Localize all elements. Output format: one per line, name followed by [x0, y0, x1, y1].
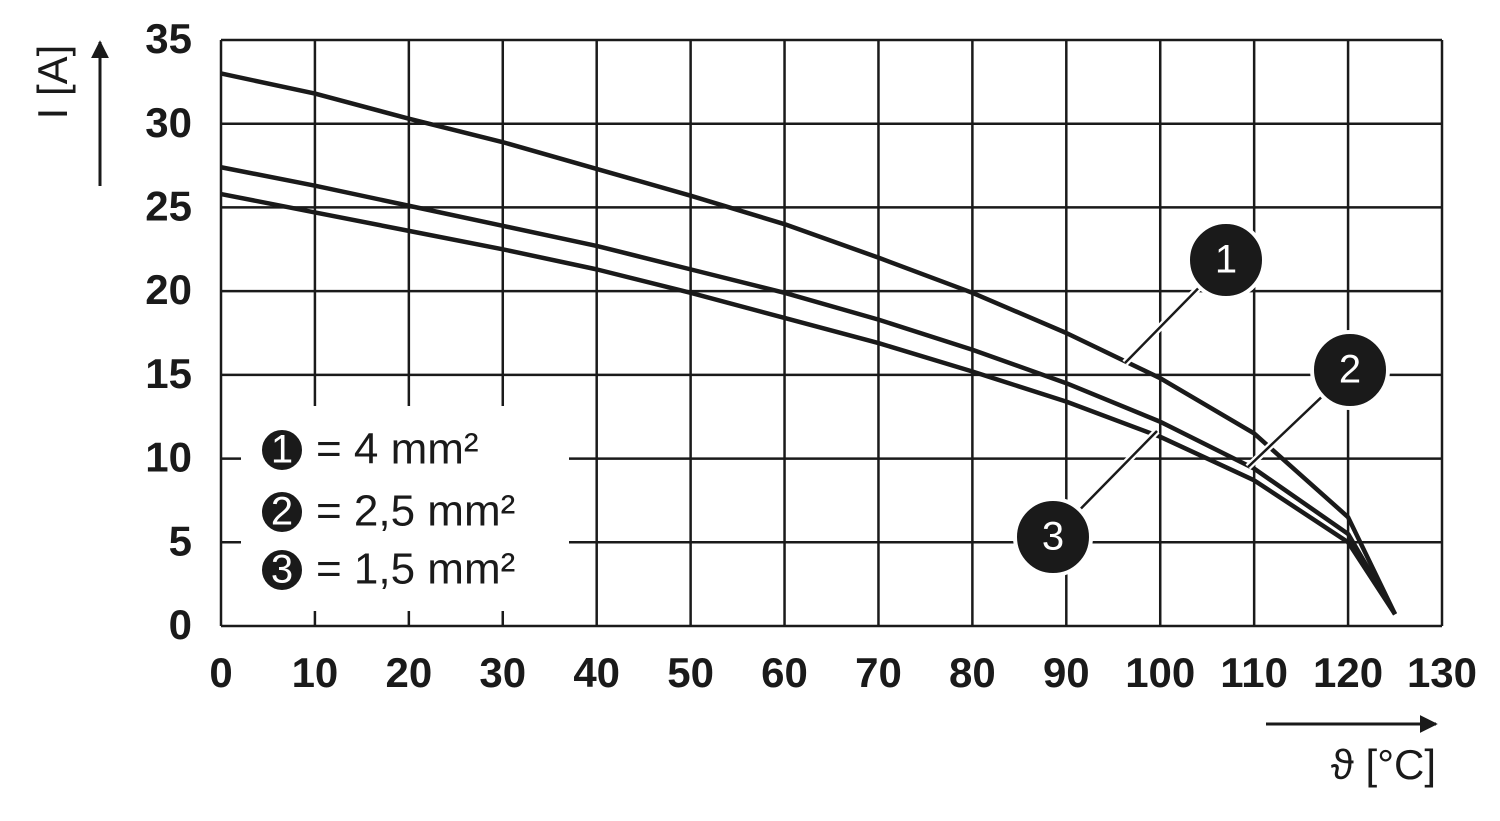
y-tick-label: 35 — [145, 15, 192, 62]
x-tick-label: 130 — [1407, 649, 1477, 696]
x-tick-label: 10 — [292, 649, 339, 696]
legend-text: = 2,5 mm² — [316, 487, 515, 536]
badge — [1186, 220, 1266, 300]
y-tick-label: 20 — [145, 266, 192, 313]
x-tick-label: 120 — [1313, 649, 1383, 696]
y-tick-label: 15 — [145, 350, 192, 397]
series-line — [220, 191, 1397, 616]
x-tick-label: 100 — [1125, 649, 1195, 696]
legend-text: = 1,5 mm² — [316, 545, 515, 594]
badge-label: 2 — [1339, 348, 1361, 392]
x-tick-label: 0 — [209, 649, 232, 696]
badge — [258, 488, 306, 536]
badge-label: 3 — [1042, 515, 1064, 559]
legend-text: = 4 mm² — [316, 425, 479, 474]
badge-label: 1 — [1215, 238, 1237, 282]
y-tick-label: 0 — [169, 601, 192, 648]
y-tick-label: 5 — [169, 517, 192, 564]
x-tick-label: 40 — [573, 649, 620, 696]
x-axis-label: ϑ [°C] — [1331, 741, 1436, 788]
badge-label: 3 — [271, 548, 293, 592]
x-tick-label: 80 — [949, 649, 996, 696]
x-tick-label: 110 — [1220, 649, 1288, 696]
series-line — [220, 71, 1398, 616]
y-tick-label: 25 — [145, 183, 192, 230]
x-tick-label: 90 — [1043, 649, 1090, 696]
badge-label: 1 — [271, 428, 293, 472]
x-tick-label: 70 — [855, 649, 902, 696]
y-tick-label: 30 — [145, 99, 192, 146]
y-axis-label: I [A] — [29, 45, 76, 120]
x-tick-label: 20 — [385, 649, 432, 696]
x-tick-label: 50 — [667, 649, 714, 696]
badge — [1013, 497, 1093, 577]
badge — [258, 426, 306, 474]
x-tick-label: 60 — [761, 649, 808, 696]
series-line — [220, 165, 1397, 616]
badge-label: 2 — [271, 490, 293, 534]
x-tick-label: 30 — [479, 649, 526, 696]
y-tick-label: 10 — [145, 434, 192, 481]
badge — [258, 546, 306, 594]
badge — [1310, 330, 1390, 410]
